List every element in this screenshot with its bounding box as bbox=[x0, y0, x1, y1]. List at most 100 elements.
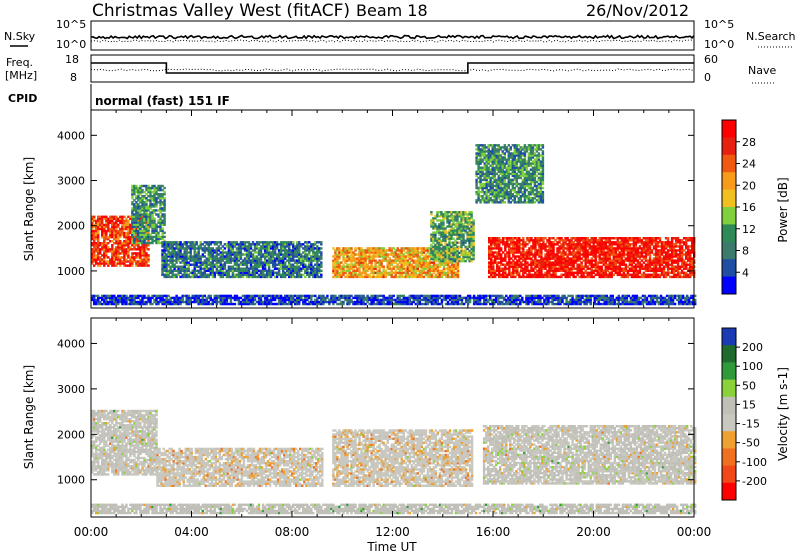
data-cell bbox=[488, 255, 491, 258]
data-cell bbox=[269, 245, 273, 248]
data-cell bbox=[350, 261, 353, 264]
data-cell bbox=[504, 255, 507, 258]
data-cell bbox=[249, 261, 253, 264]
data-cell bbox=[304, 255, 307, 258]
data-cell bbox=[171, 241, 174, 244]
data-cell bbox=[143, 256, 146, 259]
data-cell bbox=[207, 241, 211, 244]
data-cell bbox=[664, 273, 668, 277]
data-cell bbox=[448, 223, 451, 226]
data-cell bbox=[334, 259, 337, 262]
data-cell bbox=[602, 269, 605, 273]
data-cell bbox=[590, 249, 593, 252]
data-cell bbox=[195, 247, 198, 250]
data-cell bbox=[316, 269, 319, 273]
data-cell bbox=[450, 259, 454, 262]
data-cell bbox=[336, 249, 339, 252]
data-cell bbox=[618, 247, 622, 250]
data-cell bbox=[456, 221, 459, 224]
data-cell bbox=[320, 247, 323, 250]
data-cell bbox=[217, 249, 221, 252]
data-cell bbox=[540, 269, 543, 273]
data-cell bbox=[414, 259, 418, 262]
data-cell bbox=[556, 267, 559, 270]
data-cell bbox=[302, 267, 305, 270]
data-cell bbox=[267, 253, 271, 256]
data-cell bbox=[243, 261, 247, 264]
data-cell bbox=[95, 248, 98, 251]
data-cell bbox=[452, 215, 455, 218]
data-cell bbox=[145, 264, 148, 267]
data-cell bbox=[161, 213, 164, 216]
data-cell bbox=[261, 261, 265, 264]
data-cell bbox=[548, 261, 551, 264]
data-cell bbox=[594, 241, 597, 244]
data-cell bbox=[442, 253, 445, 257]
data-cell bbox=[604, 259, 608, 262]
data-cell bbox=[265, 273, 269, 277]
data-cell bbox=[572, 249, 575, 252]
data-cell bbox=[245, 275, 249, 279]
data-cell bbox=[284, 263, 287, 266]
data-cell bbox=[259, 269, 263, 273]
data-cell bbox=[163, 221, 166, 224]
data-cell bbox=[448, 225, 451, 228]
data-cell bbox=[177, 247, 180, 250]
data-cell bbox=[654, 261, 658, 264]
data-cell bbox=[524, 257, 527, 260]
data-cell bbox=[137, 246, 140, 249]
data-cell bbox=[536, 275, 539, 279]
data-cell bbox=[430, 255, 434, 258]
data-cell bbox=[556, 253, 559, 256]
data-cell bbox=[440, 273, 444, 277]
data-cell bbox=[370, 249, 373, 252]
data-cell bbox=[450, 253, 453, 257]
data-cell bbox=[560, 269, 563, 273]
data-cell bbox=[340, 267, 343, 270]
data-cell bbox=[137, 229, 140, 233]
data-cell bbox=[642, 265, 646, 268]
data-cell bbox=[105, 217, 108, 221]
data-cell bbox=[99, 227, 102, 231]
data-cell bbox=[193, 265, 196, 268]
data-cell bbox=[366, 247, 369, 250]
data-cell bbox=[386, 265, 389, 268]
data-cell bbox=[239, 249, 243, 252]
data-cell bbox=[508, 267, 511, 270]
data-cell bbox=[436, 257, 439, 261]
data-cell bbox=[460, 227, 463, 230]
data-cell bbox=[614, 265, 618, 268]
data-cell bbox=[131, 190, 134, 194]
data-cell bbox=[524, 261, 527, 264]
data-cell bbox=[145, 260, 148, 263]
data-cell bbox=[440, 249, 443, 253]
data-cell bbox=[472, 255, 475, 259]
data-cell bbox=[570, 269, 573, 273]
data-cell bbox=[342, 257, 345, 260]
data-cell bbox=[372, 255, 375, 258]
data-cell bbox=[161, 209, 164, 212]
data-cell bbox=[518, 241, 521, 244]
data-cell bbox=[139, 227, 142, 230]
data-cell bbox=[111, 233, 114, 237]
data-cell bbox=[378, 271, 381, 275]
data-cell bbox=[177, 241, 180, 244]
data-cell bbox=[277, 271, 281, 275]
data-cell bbox=[161, 265, 164, 268]
data-cell bbox=[141, 244, 144, 247]
data-cell bbox=[592, 239, 595, 242]
data-cell bbox=[235, 275, 239, 279]
data-cell bbox=[139, 184, 142, 188]
data-cell bbox=[666, 251, 670, 254]
data-cell bbox=[93, 244, 96, 247]
data-cell bbox=[546, 249, 549, 252]
data-cell bbox=[211, 247, 215, 250]
data-cell bbox=[654, 265, 658, 268]
data-cell bbox=[235, 241, 239, 244]
data-cell bbox=[133, 252, 136, 255]
data-cell bbox=[446, 231, 449, 234]
data-cell bbox=[610, 275, 614, 279]
data-cell bbox=[267, 259, 271, 262]
data-cell bbox=[468, 227, 471, 230]
data-cell bbox=[290, 243, 293, 246]
